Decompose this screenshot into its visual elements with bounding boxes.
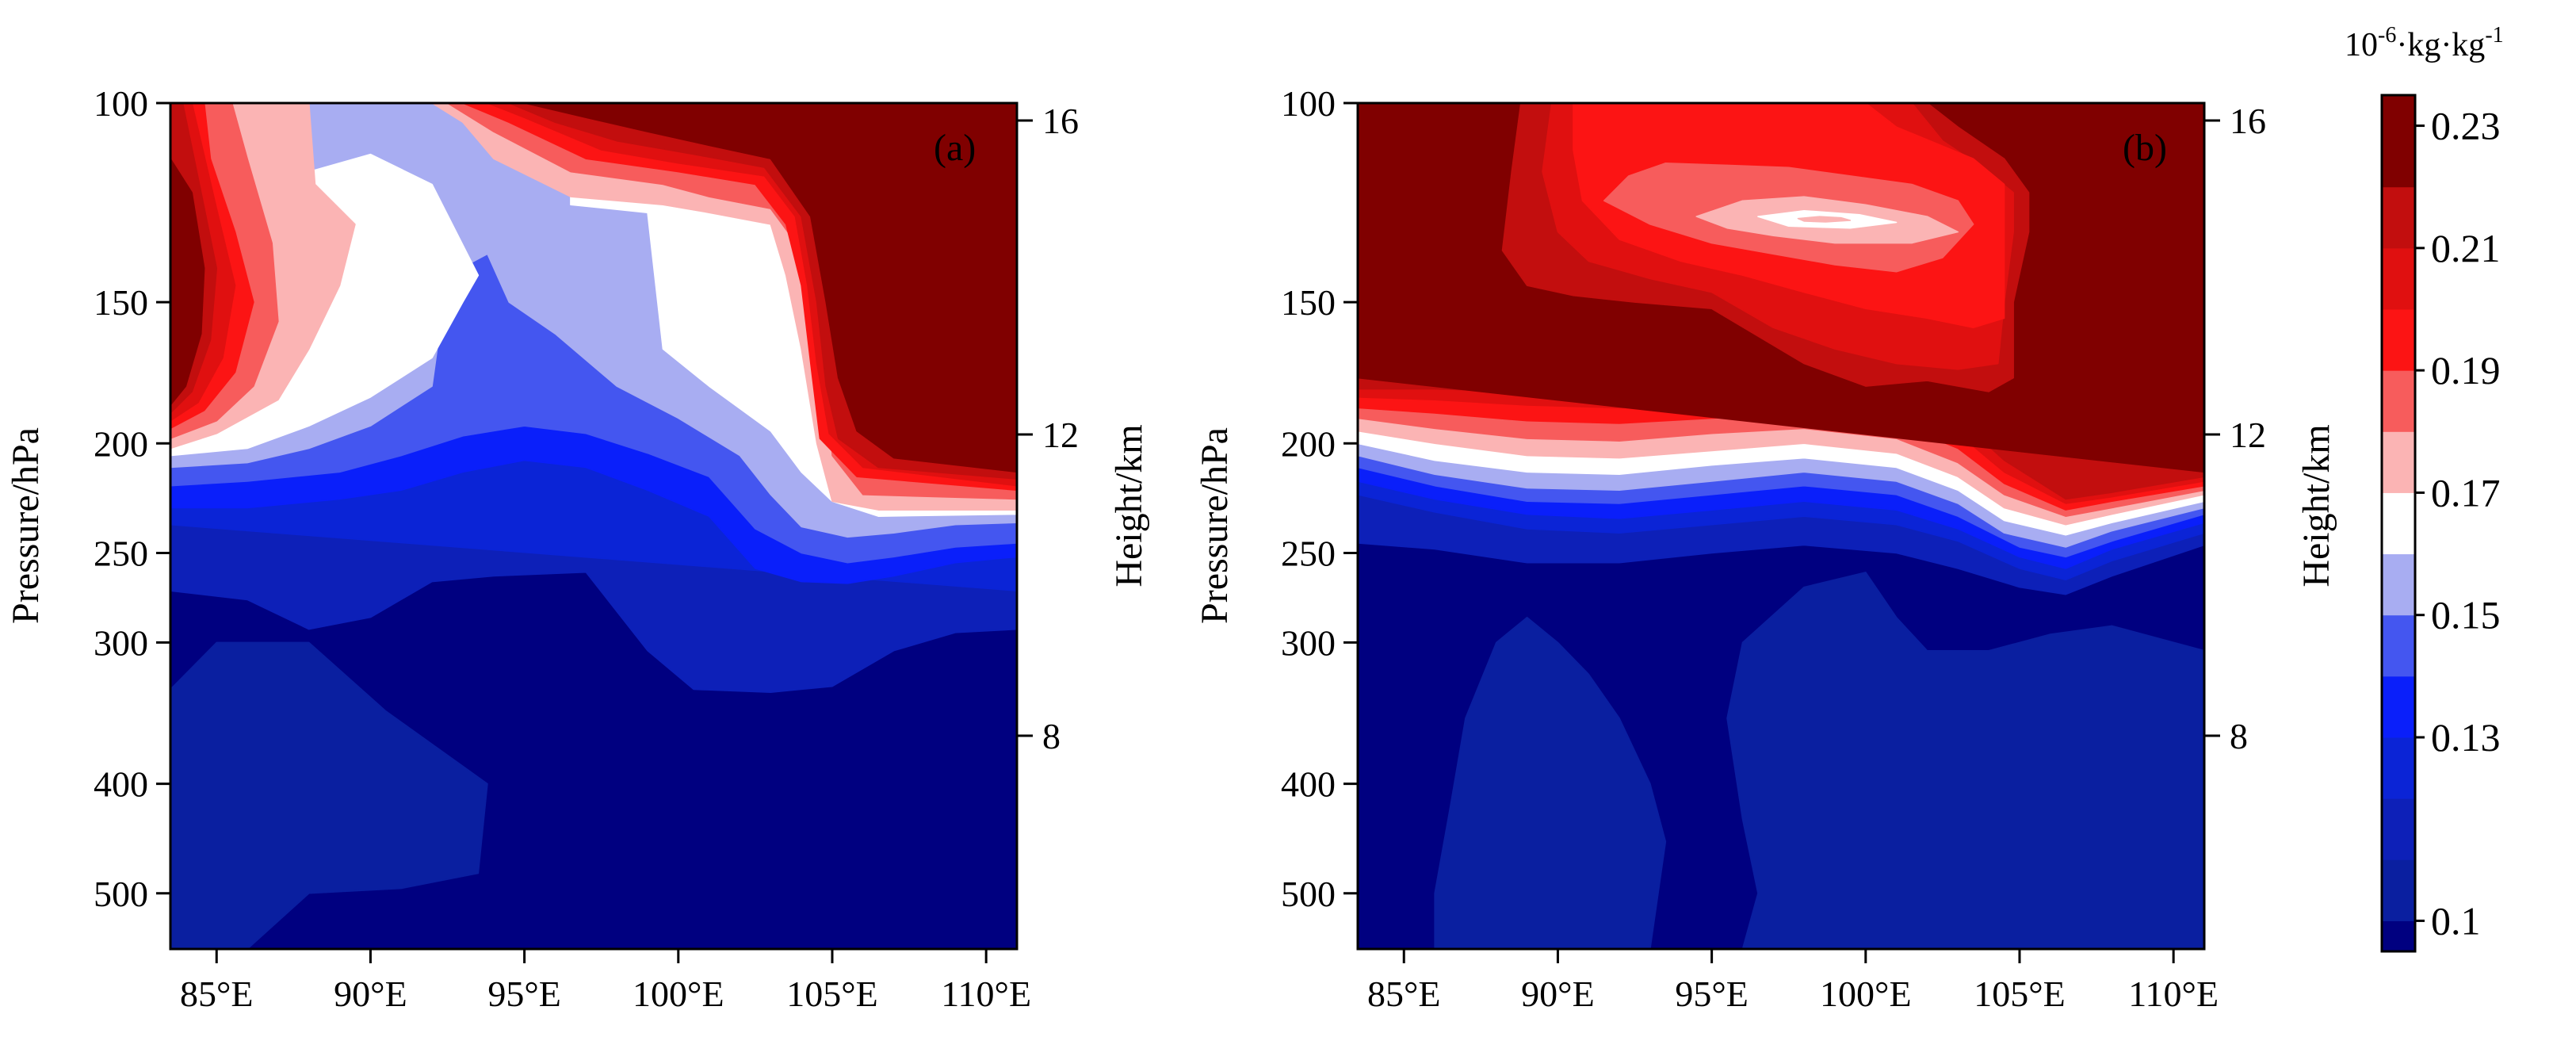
y-tick-label: 400 — [94, 764, 148, 805]
contour-region-b-22 — [1797, 216, 1852, 223]
x-axis-a: 85°E 90°E 95°E 100°E 105°E 110°E — [180, 949, 1031, 1014]
colorbar-label: 0.23 — [2431, 104, 2501, 148]
colorbar-frame — [2380, 94, 2417, 953]
right-tick-label-16: 16 — [1042, 101, 1079, 141]
right-axis-title-b: Height/km — [2295, 424, 2337, 587]
x-tick-label: 85°E — [1367, 974, 1441, 1014]
y-axis-left-b: 100 150 200 250 300 400 500 — [1281, 83, 1358, 914]
contour-region-a-1 — [170, 641, 488, 949]
colorbar-label: 0.1 — [2431, 898, 2481, 943]
y-axis-title-a: Pressure/hPa — [5, 427, 47, 624]
contour-regions-b — [1358, 103, 2204, 949]
x-tick-label: 100°E — [1820, 974, 1912, 1014]
colorbar-swatch-5 — [2382, 614, 2415, 677]
x-tick-label: 110°E — [2128, 974, 2219, 1014]
colorbar-swatch-2 — [2382, 798, 2415, 860]
colorbar-label: 0.19 — [2431, 348, 2501, 392]
right-axis-title-a: Height/km — [1108, 424, 1150, 587]
panel-label-a: (a) — [934, 127, 976, 169]
y-tick-label: 100 — [1281, 83, 1336, 124]
y-tick-label: 300 — [1281, 622, 1336, 663]
colorbar-swatch-0 — [2382, 920, 2415, 952]
panel-b: 85°E 90°E 95°E 100°E 105°E 110°E 100 150 200 250… — [1194, 83, 2337, 1014]
y-tick-label: 200 — [94, 423, 148, 464]
contour-regions-a — [170, 103, 1017, 949]
y-axis-title-b: Pressure/hPa — [1194, 427, 1236, 624]
x-tick-label: 95°E — [487, 974, 561, 1014]
y-tick-label: 500 — [1281, 874, 1336, 914]
right-tick-label-16: 16 — [2230, 101, 2266, 141]
colorbar-swatch-7 — [2382, 492, 2415, 555]
x-tick-label: 110°E — [941, 974, 1031, 1014]
y-tick-label: 200 — [1281, 423, 1336, 464]
x-tick-label: 90°E — [1521, 974, 1595, 1014]
y-tick-label: 500 — [94, 874, 148, 914]
colorbar-swatch-12 — [2382, 186, 2415, 249]
plot-frame-a — [169, 101, 1019, 951]
colorbar-swatch-11 — [2382, 247, 2415, 310]
y-tick-label: 150 — [1281, 282, 1336, 323]
x-tick-label: 105°E — [1974, 974, 2066, 1014]
plot-frame-b — [1356, 101, 2206, 951]
colorbar-label: 0.17 — [2431, 470, 2501, 515]
contour-region-b-2 — [1726, 572, 2204, 949]
right-tick-label-8: 8 — [1042, 716, 1061, 756]
colorbar-swatch-6 — [2382, 553, 2415, 616]
right-tick-label-12: 12 — [2230, 415, 2266, 455]
colorbar-swatch-13 — [2382, 95, 2415, 188]
colorbar-unit: 10-6·kg·kg-1 — [2345, 23, 2504, 63]
colorbar-swatches — [2382, 95, 2415, 952]
y-axis-right-b: 16 12 8 — [2204, 101, 2266, 756]
colorbar-swatch-1 — [2382, 859, 2415, 921]
x-tick-label: 105°E — [786, 974, 878, 1014]
colorbar-swatch-4 — [2382, 675, 2415, 738]
contour-region-a-19 — [170, 158, 205, 406]
y-tick-label: 250 — [94, 534, 148, 574]
contour-region-a-20 — [523, 103, 1017, 473]
y-tick-label: 400 — [1281, 764, 1336, 805]
x-tick-label: 85°E — [180, 974, 254, 1014]
y-tick-label: 250 — [1281, 534, 1336, 574]
right-tick-label-12: 12 — [1042, 415, 1079, 455]
colorbar-swatch-9 — [2382, 370, 2415, 432]
panel-a: 85°E 90°E 95°E 100°E 105°E 110°E 100 150 200 250… — [5, 83, 1150, 1014]
colorbar-swatch-3 — [2382, 737, 2415, 799]
panel-label-b: (b) — [2123, 127, 2167, 169]
right-tick-label-8: 8 — [2230, 716, 2248, 756]
y-tick-label: 300 — [94, 622, 148, 663]
y-tick-label: 150 — [94, 282, 148, 323]
colorbar: 0.23 0.21 0.19 0.17 0.15 0.13 0.1 10-6·kg·kg-1 — [2345, 23, 2504, 953]
y-axis-left-a: 100 150 200 250 300 400 500 — [94, 83, 170, 914]
colorbar-label: 0.21 — [2431, 226, 2501, 270]
colorbar-label: 0.13 — [2431, 715, 2501, 760]
x-tick-label: 95°E — [1675, 974, 1749, 1014]
x-axis-b: 85°E 90°E 95°E 100°E 105°E 110°E — [1367, 949, 2219, 1014]
y-tick-label: 100 — [94, 83, 148, 124]
x-tick-label: 90°E — [334, 974, 407, 1014]
colorbar-swatch-10 — [2382, 309, 2415, 371]
x-tick-label: 100°E — [633, 974, 724, 1014]
contour-region-b-1 — [1434, 616, 1667, 949]
colorbar-swatch-8 — [2382, 431, 2415, 493]
colorbar-labels: 0.23 0.21 0.19 0.17 0.15 0.13 0.1 — [2415, 104, 2501, 943]
y-axis-right-a: 16 12 8 — [1017, 101, 1079, 756]
colorbar-label: 0.15 — [2431, 593, 2501, 637]
